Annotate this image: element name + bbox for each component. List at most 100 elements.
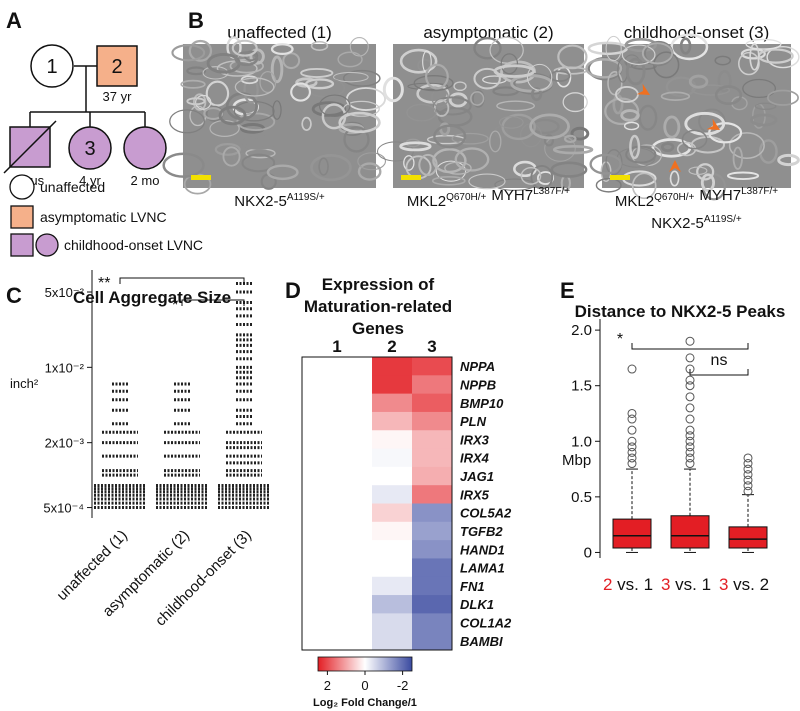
- texture: [604, 97, 640, 126]
- heatmap-cell: [302, 595, 372, 614]
- allele: A119S/+: [287, 192, 325, 203]
- texture: [403, 155, 415, 171]
- gene: NKX2-5: [651, 215, 704, 232]
- significance-bracket: [119, 277, 245, 284]
- individual: [30, 44, 74, 88]
- heatmap-cell: [302, 393, 372, 413]
- texture: [377, 141, 414, 162]
- texture: [318, 94, 351, 117]
- y-tick-label: 1.5: [571, 378, 592, 395]
- image-title: unaffected (1): [227, 23, 332, 42]
- texture: [337, 51, 363, 68]
- allele: L387F/+: [533, 186, 570, 197]
- row-label: LAMA1: [460, 561, 505, 576]
- outlier: [627, 459, 637, 469]
- texture: [188, 39, 213, 62]
- box: [612, 518, 652, 549]
- genotype: MKL2Q670H/+ MYH7L387F/+: [615, 186, 778, 210]
- significance-label: *: [617, 331, 623, 348]
- genotype: MKL2Q670H/+ MYH7L387F/+: [407, 186, 570, 210]
- outlier: [743, 481, 753, 491]
- heatmap-cell: [412, 411, 452, 431]
- texture: [290, 82, 312, 102]
- texture: [564, 134, 577, 144]
- gene: MKL2: [407, 193, 446, 210]
- heatmap-cell: [412, 503, 452, 523]
- texture: [660, 142, 675, 152]
- individual-label: 2: [111, 56, 122, 78]
- chart-title: Maturation-related: [304, 297, 452, 316]
- significance-bracket: [181, 299, 245, 306]
- outlier: [685, 403, 695, 413]
- heatmap-cell: [412, 613, 452, 633]
- texture: [700, 173, 716, 192]
- texture: [406, 103, 437, 122]
- texture: [681, 129, 708, 150]
- legend-symbol: [10, 205, 34, 229]
- texture: [585, 58, 623, 79]
- texture: [473, 36, 502, 60]
- arrow: [706, 118, 720, 130]
- outlier: [627, 364, 637, 374]
- texture: [543, 134, 555, 147]
- box: [728, 526, 768, 549]
- heatmap-cell: [372, 485, 412, 504]
- texture: [444, 161, 472, 175]
- legend-label: asymptomatic LVNC: [40, 209, 167, 225]
- outlier: [627, 425, 637, 435]
- heatmap-cell: [412, 357, 452, 376]
- heatmap-cell: [412, 595, 452, 614]
- texture: [468, 173, 506, 190]
- heatmap-cell: [302, 411, 372, 431]
- y-tick-label: 0: [584, 544, 592, 561]
- texture: [473, 67, 501, 90]
- row-label: COL5A2: [460, 506, 512, 521]
- outlier: [743, 470, 753, 480]
- texture: [749, 43, 760, 71]
- texture: [338, 111, 381, 134]
- individual-label: 3: [84, 138, 95, 160]
- colorbar-tick-label: -2: [397, 678, 409, 693]
- outlier: [627, 447, 637, 457]
- texture: [595, 177, 622, 193]
- texture: [688, 74, 709, 89]
- column-label: 2: [387, 337, 396, 356]
- outlier: [685, 414, 695, 424]
- genotype: NKX2-5A119S/+: [234, 192, 325, 210]
- allele: Q670H/+: [654, 192, 694, 203]
- texture: [454, 147, 490, 172]
- arrow: [636, 83, 650, 95]
- heatmap-cell: [302, 576, 372, 596]
- texture: [270, 55, 284, 84]
- row-label: NPPB: [460, 377, 496, 392]
- row-label: IRX5: [460, 487, 490, 502]
- texture: [605, 149, 623, 176]
- heatmap-cell: [412, 540, 452, 559]
- texture: [259, 70, 277, 94]
- texture: [624, 37, 657, 53]
- panel-label: D: [285, 278, 301, 303]
- texture: [530, 165, 554, 190]
- texture: [714, 85, 743, 106]
- texture: [631, 172, 657, 200]
- pedigree-lines: [29, 65, 146, 127]
- outlier: [685, 375, 695, 385]
- chart-title: Expression of: [322, 275, 435, 294]
- y-tick-label: 0.5: [571, 489, 592, 506]
- chart-title: Genes: [352, 319, 404, 338]
- individual-age: 4 yr: [79, 173, 101, 188]
- texture: [766, 45, 800, 69]
- outlier: [685, 442, 695, 452]
- texture: [342, 69, 381, 87]
- outlier: [627, 414, 637, 424]
- individual: [68, 126, 112, 170]
- deceased-mark: [3, 120, 57, 174]
- heatmap-cell: [372, 503, 412, 523]
- texture: [549, 70, 571, 82]
- texture: [234, 77, 275, 97]
- texture: [180, 79, 206, 89]
- texture: [186, 97, 206, 106]
- outlier: [743, 475, 753, 485]
- texture: [214, 143, 241, 156]
- outlier: [685, 425, 695, 435]
